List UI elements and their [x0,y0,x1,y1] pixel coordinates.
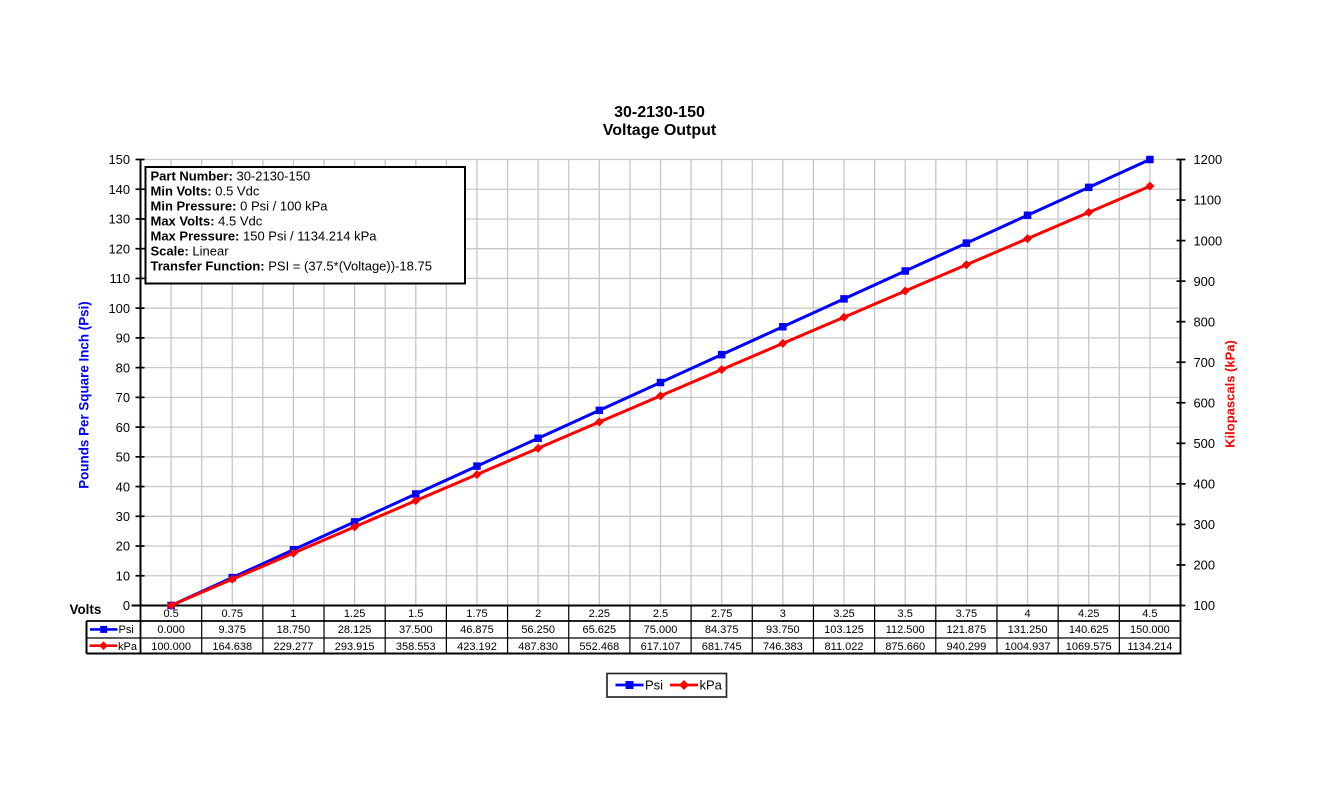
svg-text:150: 150 [108,152,130,167]
svg-text:100: 100 [108,301,130,316]
svg-text:2: 2 [535,608,541,620]
svg-text:110: 110 [109,271,130,286]
svg-text:Min Pressure: 0 Psi / 100 kPa: Min Pressure: 0 Psi / 100 kPa [151,199,329,214]
svg-text:1069.575: 1069.575 [1066,641,1112,653]
svg-text:0.000: 0.000 [157,624,185,636]
svg-text:75.000: 75.000 [644,624,678,636]
svg-text:4.5: 4.5 [1142,608,1157,620]
svg-text:90: 90 [116,331,130,346]
svg-text:487.830: 487.830 [518,641,558,653]
svg-text:kPa: kPa [700,677,723,692]
svg-text:Kilopascals (kPa): Kilopascals (kPa) [1223,340,1238,448]
svg-text:46.875: 46.875 [460,624,494,636]
svg-text:121.875: 121.875 [946,624,986,636]
svg-text:Psi: Psi [119,624,134,636]
svg-text:10: 10 [116,569,130,584]
svg-text:65.625: 65.625 [582,624,616,636]
svg-text:84.375: 84.375 [705,624,739,636]
svg-text:140: 140 [108,182,130,197]
svg-text:164.638: 164.638 [212,641,252,653]
svg-text:2.5: 2.5 [653,608,668,620]
svg-text:400: 400 [1194,477,1216,492]
svg-text:40: 40 [116,479,130,494]
svg-text:552.468: 552.468 [579,641,619,653]
svg-text:Min Volts: 0.5 Vdc: Min Volts: 0.5 Vdc [151,184,260,199]
svg-text:0: 0 [123,598,130,613]
svg-text:1100: 1100 [1194,193,1222,208]
svg-text:1: 1 [290,608,296,620]
svg-text:875.660: 875.660 [885,641,925,653]
svg-text:131.250: 131.250 [1008,624,1048,636]
svg-text:112.500: 112.500 [886,624,925,636]
svg-text:0.5: 0.5 [163,608,178,620]
svg-text:900: 900 [1194,274,1216,289]
svg-text:103.125: 103.125 [824,624,864,636]
svg-text:9.375: 9.375 [218,624,246,636]
svg-text:1.25: 1.25 [344,608,365,620]
svg-text:1004.937: 1004.937 [1005,641,1051,653]
svg-text:30: 30 [116,509,130,524]
svg-text:1200: 1200 [1194,152,1223,167]
svg-text:120: 120 [108,241,130,256]
svg-text:300: 300 [1194,517,1216,532]
svg-text:358.553: 358.553 [396,641,436,653]
svg-text:940.299: 940.299 [946,641,986,653]
svg-text:Transfer Function: PSI = (37.5: Transfer Function: PSI = (37.5*(Voltage)… [151,258,432,273]
svg-text:140.625: 140.625 [1069,624,1109,636]
svg-text:2.25: 2.25 [589,608,610,620]
svg-text:229.277: 229.277 [274,641,314,653]
svg-text:Scale: Linear: Scale: Linear [151,243,230,258]
svg-text:56.250: 56.250 [521,624,555,636]
svg-text:37.500: 37.500 [399,624,433,636]
svg-text:28.125: 28.125 [338,624,372,636]
svg-text:746.383: 746.383 [763,641,803,653]
svg-text:617.107: 617.107 [641,641,681,653]
svg-text:1000: 1000 [1194,233,1223,248]
svg-text:600: 600 [1194,396,1216,411]
svg-text:293.915: 293.915 [335,641,375,653]
svg-text:3.25: 3.25 [833,608,854,620]
svg-text:kPa: kPa [118,641,138,653]
svg-text:200: 200 [1194,558,1216,573]
svg-text:60: 60 [116,420,130,435]
svg-text:30-2130-150: 30-2130-150 [614,104,705,121]
svg-text:Volts: Volts [70,602,102,617]
svg-text:1.5: 1.5 [408,608,423,620]
svg-text:18.750: 18.750 [277,624,311,636]
svg-text:2.75: 2.75 [711,608,732,620]
svg-text:500: 500 [1194,436,1216,451]
svg-text:Voltage Output: Voltage Output [603,122,717,139]
svg-text:423.192: 423.192 [457,641,497,653]
svg-text:3.5: 3.5 [898,608,913,620]
svg-text:700: 700 [1194,355,1216,370]
svg-text:Max Volts: 4.5 Vdc: Max Volts: 4.5 Vdc [151,213,263,228]
svg-text:681.745: 681.745 [702,641,742,653]
svg-text:93.750: 93.750 [766,624,800,636]
svg-text:Pounds Per Square Inch (Psi): Pounds Per Square Inch (Psi) [77,301,92,489]
svg-text:0.75: 0.75 [222,608,243,620]
svg-text:1.75: 1.75 [466,608,487,620]
svg-text:150.000: 150.000 [1130,624,1170,636]
svg-text:70: 70 [116,390,130,405]
svg-text:811.022: 811.022 [825,641,864,653]
svg-text:80: 80 [116,360,130,375]
svg-text:3.75: 3.75 [956,608,977,620]
svg-text:Max Pressure: 150 Psi / 1134.2: Max Pressure: 150 Psi / 1134.214 kPa [151,228,378,243]
svg-text:4.25: 4.25 [1078,608,1099,620]
svg-text:3: 3 [780,608,786,620]
svg-text:100.000: 100.000 [151,641,191,653]
svg-text:1134.214: 1134.214 [1127,641,1172,653]
svg-text:Psi: Psi [645,677,663,692]
svg-text:800: 800 [1194,314,1216,329]
svg-text:100: 100 [1194,598,1216,613]
svg-text:Part Number: 30-2130-150: Part Number: 30-2130-150 [151,169,311,184]
svg-text:50: 50 [116,450,130,465]
svg-text:20: 20 [116,539,130,554]
svg-text:130: 130 [108,212,130,227]
svg-text:4: 4 [1024,608,1030,620]
